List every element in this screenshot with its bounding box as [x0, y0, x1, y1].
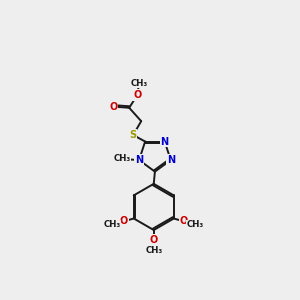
Text: O: O — [120, 216, 128, 226]
Text: N: N — [167, 155, 175, 165]
Text: CH₃: CH₃ — [130, 79, 148, 88]
Text: N: N — [135, 155, 143, 165]
Text: O: O — [110, 102, 118, 112]
Text: CH₃: CH₃ — [145, 246, 162, 255]
Text: CH₃: CH₃ — [187, 220, 204, 230]
Text: S: S — [130, 130, 137, 140]
Text: CH₃: CH₃ — [103, 220, 120, 230]
Text: N: N — [160, 136, 169, 146]
Text: O: O — [150, 235, 158, 245]
Text: CH₃: CH₃ — [113, 154, 130, 164]
Text: O: O — [133, 90, 141, 100]
Text: O: O — [179, 216, 188, 226]
